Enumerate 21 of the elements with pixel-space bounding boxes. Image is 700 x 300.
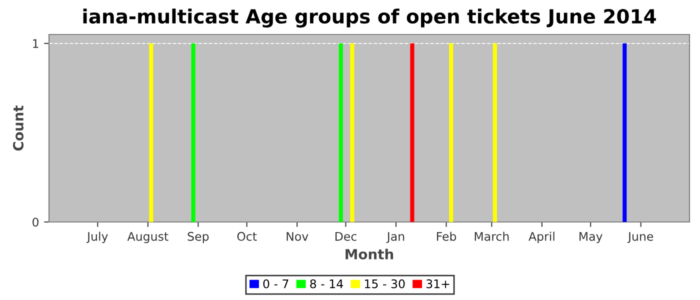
x-tick-label: Dec xyxy=(335,232,356,241)
y-axis-title: Count xyxy=(13,105,24,151)
x-tick-label: July xyxy=(86,232,108,244)
x-tick-label: April xyxy=(528,232,554,244)
x-tick-label: March xyxy=(474,232,509,241)
x-tick-label: Oct xyxy=(237,232,257,241)
x-tick-label: August xyxy=(127,232,168,244)
x-axis-title: Month xyxy=(346,248,394,260)
legend-label: 15 - 30 xyxy=(365,279,405,288)
x-tick-label: Jan xyxy=(386,232,404,244)
x-tick-label: Nov xyxy=(286,232,308,241)
legend-label: 8 - 14 xyxy=(310,279,343,288)
legend-label: 0 - 7 xyxy=(263,279,288,288)
chart-title: iana-multicast Age groups of open tickets June 2014 xyxy=(83,8,656,28)
x-tick-label: Sep xyxy=(188,232,209,244)
x-tick-label: May xyxy=(580,232,602,244)
y-tick-label: 0 xyxy=(32,218,38,227)
legend-label: 31+ xyxy=(426,279,450,288)
x-tick-label: Feb xyxy=(436,232,456,241)
x-tick-label: June xyxy=(627,232,654,244)
y-tick-label: 1 xyxy=(33,39,38,48)
